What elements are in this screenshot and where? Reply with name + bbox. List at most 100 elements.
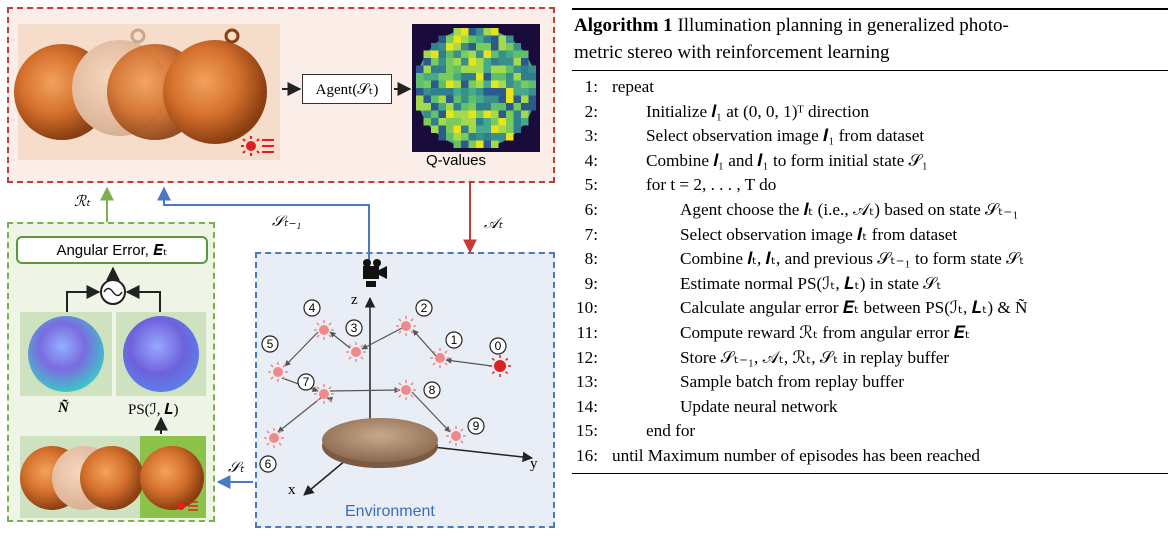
algorithm-line: 3: Select observation image 𝑰₁ from datas… — [572, 124, 1168, 149]
z-axis-label: z — [351, 292, 358, 308]
algorithm-line: 8: Combine 𝒍ₜ, 𝑰ₜ, and previous 𝒮ₜ₋₁ to f… — [572, 247, 1168, 272]
line-number: 2: — [584, 101, 598, 121]
algorithm-title-line2: metric stereo with reinforcement learnin… — [574, 42, 890, 63]
line-number: 5: — [584, 175, 598, 195]
reward-arrow-label: ℛₜ — [74, 194, 91, 210]
y-axis-label: y — [530, 456, 538, 472]
algorithm-line: 9: Estimate normal PS(ℐₜ, 𝑳ₜ) in state 𝒮ₜ — [572, 272, 1168, 297]
light-marker-label: 5 — [267, 337, 274, 351]
camera-icon — [363, 259, 387, 287]
algorithm-line: 12: Store 𝒮ₜ₋₁, 𝒜ₜ, ℛₜ, 𝒮ₜ in replay buff… — [572, 346, 1168, 371]
line-text: for t = 2, . . . , T do — [646, 175, 777, 195]
state-image-stack — [20, 436, 206, 518]
environment-label: Environment — [345, 503, 435, 520]
line-number: 1: — [584, 77, 598, 96]
x-axis-label: x — [288, 482, 296, 498]
line-number: 11: — [576, 322, 598, 342]
light-marker — [351, 347, 361, 357]
algorithm-line: 10: Calculate angular error 𝑬ₜ between PS… — [572, 296, 1168, 321]
light-marker — [319, 325, 329, 335]
line-number: 14: — [576, 396, 598, 416]
light-marker — [435, 353, 445, 363]
line-text: Combine 𝒍₁ and 𝑰₁ to form initial state … — [646, 150, 928, 170]
line-text: Initialize 𝒍₁ at (0, 0, 1)ᵀ direction — [646, 101, 870, 121]
light-marker-label: 7 — [303, 375, 310, 389]
light-source-icon — [241, 136, 274, 156]
prev-state-arrow-label: 𝒮ₜ₋₁ — [272, 214, 302, 230]
line-text: Compute reward ℛₜ from angular error 𝑬ₜ — [680, 322, 971, 342]
line-number: 9: — [584, 273, 598, 293]
q-values-heatmap — [412, 24, 540, 152]
algorithm-title: Algorithm 1 Illumination planning in gen… — [572, 10, 1168, 70]
agent-label: Agent(𝒮ₜ) — [315, 81, 379, 98]
axes — [303, 296, 534, 496]
light-marker-label: 0 — [495, 339, 502, 353]
line-text: Update neural network — [680, 396, 838, 416]
figure-graphics: 0 1 2 3 4 5 6 7 8 9 — [14, 24, 540, 518]
line-number: 15: — [576, 421, 598, 441]
line-number: 16: — [576, 445, 598, 465]
observation-image-stack — [14, 24, 280, 160]
algorithm-line: 11: Compute reward ℛₜ from angular error … — [572, 321, 1168, 346]
q-values-label: Q-values — [426, 152, 487, 169]
light-marker — [269, 433, 279, 443]
light-marker-label: 2 — [421, 301, 428, 315]
angular-error-label: Angular Error, 𝑬ₜ — [56, 242, 168, 259]
light-marker — [451, 431, 461, 441]
algorithm-line: 5: for t = 2, . . . , T do — [572, 173, 1168, 198]
light-marker-label: 3 — [351, 321, 358, 335]
action-arrow-label: 𝒜ₜ — [484, 216, 503, 232]
line-text: end for — [646, 421, 696, 441]
line-number: 12: — [576, 347, 598, 367]
agent-block: Agent(𝒮ₜ) — [302, 74, 392, 104]
line-number: 3: — [584, 126, 598, 146]
line-number: 7: — [584, 224, 598, 244]
title-rule — [572, 70, 1168, 71]
line-text: Store 𝒮ₜ₋₁, 𝒜ₜ, ℛₜ, 𝒮ₜ in replay buffer — [680, 347, 950, 367]
line-text: Estimate normal PS(ℐₜ, 𝑳ₜ) in state 𝒮ₜ — [680, 273, 942, 293]
algorithm-line: 14: Update neural network — [572, 395, 1168, 420]
light-marker-label: 6 — [265, 457, 272, 471]
algorithm-line: 13: Sample batch from replay buffer — [572, 370, 1168, 395]
algorithm-line: 15: end for — [572, 419, 1168, 444]
line-number: 4: — [584, 150, 598, 170]
angular-error-box: Angular Error, 𝑬ₜ — [16, 236, 208, 264]
light-marker — [319, 389, 329, 399]
light-marker-label: 8 — [429, 383, 436, 397]
state-arrow-label: 𝒮ₜ — [228, 460, 245, 476]
line-text: Select observation image 𝑰₁ from dataset — [646, 126, 925, 146]
line-number: 6: — [584, 199, 598, 219]
estimated-normal-map — [116, 312, 206, 396]
line-text: until Maximum number of episodes has bee… — [612, 445, 980, 465]
algorithm-number: Algorithm 1 — [574, 15, 673, 36]
line-number: 13: — [576, 372, 598, 392]
algorithm-block: Algorithm 1 Illumination planning in gen… — [572, 8, 1168, 474]
line-text: Agent choose the 𝒍ₜ (i.e., 𝒜ₜ) based on … — [680, 199, 1019, 219]
light-marker-label: 1 — [451, 333, 458, 347]
light-marker — [401, 385, 411, 395]
algorithm-line: 2: Initialize 𝒍₁ at (0, 0, 1)ᵀ direction — [572, 100, 1168, 125]
algorithm-line: 4: Combine 𝒍₁ and 𝑰₁ to form initial stat… — [572, 149, 1168, 174]
algorithm-title-line1: Illumination planning in generalized pho… — [677, 15, 1009, 36]
line-text: Calculate angular error 𝑬ₜ between PS(ℐₜ… — [680, 298, 1028, 318]
n-tilde-label: Ñ — [58, 400, 69, 416]
line-text: Select observation image 𝑰ₜ from dataset — [680, 224, 958, 244]
ground-truth-normal-map — [20, 312, 112, 396]
line-number: 10: — [576, 298, 598, 318]
algorithm-lines: 1: repeat 2: Initialize 𝒍₁ at (0, 0, 1)ᵀ di… — [572, 71, 1168, 469]
algorithm-line: 6: Agent choose the 𝒍ₜ (i.e., 𝒜ₜ) based o… — [572, 198, 1168, 223]
algorithm-line: 16: until Maximum number of episodes has … — [572, 444, 1168, 469]
line-text: Sample batch from replay buffer — [680, 372, 904, 392]
algorithm-line: 1: repeat — [572, 75, 1168, 100]
algorithm-line: 7: Select observation image 𝑰ₜ from datas… — [572, 223, 1168, 248]
light-marker-label: 4 — [309, 301, 316, 315]
light-marker — [494, 360, 506, 372]
line-number: 8: — [584, 249, 598, 269]
light-marker — [273, 367, 283, 377]
ps-label: PS(ℐ, 𝑳) — [128, 402, 179, 418]
line-text: repeat — [612, 77, 654, 96]
top-rule — [572, 8, 1168, 10]
light-marker — [401, 321, 411, 331]
bottom-rule — [572, 472, 1168, 474]
light-marker-label: 9 — [473, 419, 480, 433]
